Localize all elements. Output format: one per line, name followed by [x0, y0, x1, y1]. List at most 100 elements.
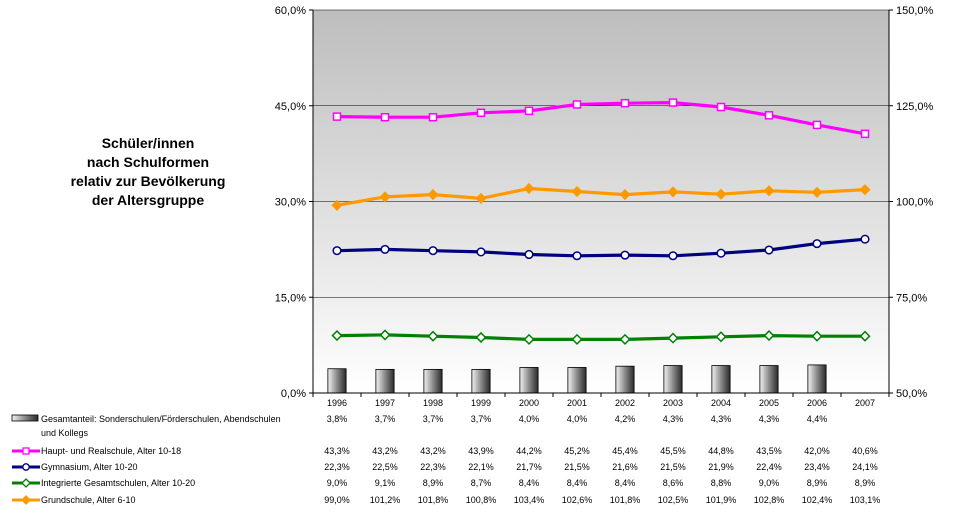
data-point [715, 188, 727, 200]
legend-marker [22, 463, 30, 471]
table-cell: 8,4% [519, 478, 540, 488]
legend-label: Haupt- und Realschule, Alter 10-18 [41, 446, 181, 456]
data-point [812, 120, 822, 130]
bar [663, 365, 683, 394]
chart-title: Schüler/innen nach Schulformen relativ z… [48, 134, 248, 210]
data-point [476, 247, 486, 257]
table-cell: 4,0% [519, 414, 540, 424]
table-cell: 8,9% [807, 478, 828, 488]
x-tick-label: 2007 [855, 398, 875, 408]
data-point [620, 250, 630, 260]
data-point [860, 234, 870, 244]
x-tick-label: 2001 [567, 398, 587, 408]
table-cell: 45,4% [612, 446, 638, 456]
x-tick-label: 1997 [375, 398, 395, 408]
table-cell: 22,5% [372, 462, 398, 472]
chart-title-line: Schüler/innen [101, 135, 195, 151]
data-point [427, 330, 439, 342]
left-tick-label: 45,0% [275, 101, 306, 113]
data-point [859, 184, 871, 196]
data-point [379, 329, 391, 341]
table-cell: 45,2% [564, 446, 590, 456]
data-point [380, 244, 390, 254]
data-point [716, 102, 726, 112]
table-cell: 22,3% [324, 462, 350, 472]
bar [615, 365, 635, 394]
legend-label: Integrierte Gesamtschulen, Alter 10-20 [41, 478, 195, 488]
data-point [620, 98, 630, 108]
series-line [336, 237, 866, 258]
bar [423, 368, 443, 394]
table-cell: 43,9% [468, 446, 494, 456]
table-cell: 45,5% [660, 446, 686, 456]
data-point [475, 331, 487, 344]
data-point [475, 192, 487, 204]
table-cell: 8,4% [615, 478, 636, 488]
data-point [764, 245, 774, 255]
table-cell: 102,5% [658, 495, 689, 505]
data-point [524, 249, 534, 260]
data-point [811, 330, 823, 342]
legend-label: Gymnasium, Alter 10-20 [41, 462, 138, 472]
table-cell: 21,5% [564, 462, 590, 472]
data-point [763, 185, 775, 197]
data-point [668, 98, 678, 107]
series-line [336, 333, 865, 341]
data-point [572, 100, 582, 109]
table-cell: 8,6% [663, 478, 684, 488]
table-cell: 103,1% [850, 495, 881, 505]
table-cell: 43,2% [420, 446, 446, 456]
data-point [715, 331, 727, 343]
data-point [667, 186, 679, 198]
table-cell: 4,2% [615, 414, 636, 424]
table-cell: 40,6% [852, 446, 878, 456]
table-cell: 21,9% [708, 462, 734, 472]
table-cell: 9,0% [759, 478, 780, 488]
legend-marker [21, 478, 31, 488]
table-cell: 21,7% [516, 462, 542, 472]
table-cell: 8,9% [423, 478, 444, 488]
x-tick-label: 2002 [615, 398, 635, 408]
table-cell: 9,1% [375, 478, 396, 488]
data-point [763, 329, 775, 342]
data-point [524, 106, 534, 116]
right-tick-label: 75,0% [896, 292, 927, 304]
table-cell: 21,6% [612, 462, 638, 472]
data-point [764, 111, 774, 120]
bar [375, 368, 395, 394]
bar [759, 365, 779, 394]
legend-label: Grundschule, Alter 6-10 [41, 495, 136, 505]
data-point [716, 248, 726, 258]
data-point [523, 182, 535, 195]
table-cell: 3,7% [423, 414, 444, 424]
table-cell: 4,3% [711, 414, 732, 424]
table-cell: 101,8% [418, 495, 449, 505]
table-cell: 23,4% [804, 462, 830, 472]
right-tick-label: 125,0% [896, 101, 934, 113]
series-line [336, 186, 866, 207]
data-point [571, 333, 583, 345]
table-cell: 43,5% [756, 446, 782, 456]
data-point [811, 186, 823, 198]
data-point [619, 333, 631, 345]
data-point [428, 246, 438, 256]
data-point [523, 333, 535, 345]
table-cell: 100,8% [466, 495, 497, 505]
bar [471, 368, 491, 394]
series-line [336, 101, 866, 136]
legend-marker [21, 495, 31, 505]
table-cell: 3,8% [327, 414, 348, 424]
data-point [667, 332, 679, 344]
bar [711, 365, 731, 394]
data-point [476, 108, 486, 118]
data-point [860, 129, 870, 139]
data-point [859, 330, 871, 342]
table-cell: 4,3% [663, 414, 684, 424]
table-cell: 24,1% [852, 462, 878, 472]
table-cell: 42,0% [804, 446, 830, 456]
x-tick-label: 1998 [423, 398, 443, 408]
table-cell: 3,7% [375, 414, 396, 424]
table-cell: 22,4% [756, 462, 782, 472]
x-tick-label: 2005 [759, 398, 779, 408]
